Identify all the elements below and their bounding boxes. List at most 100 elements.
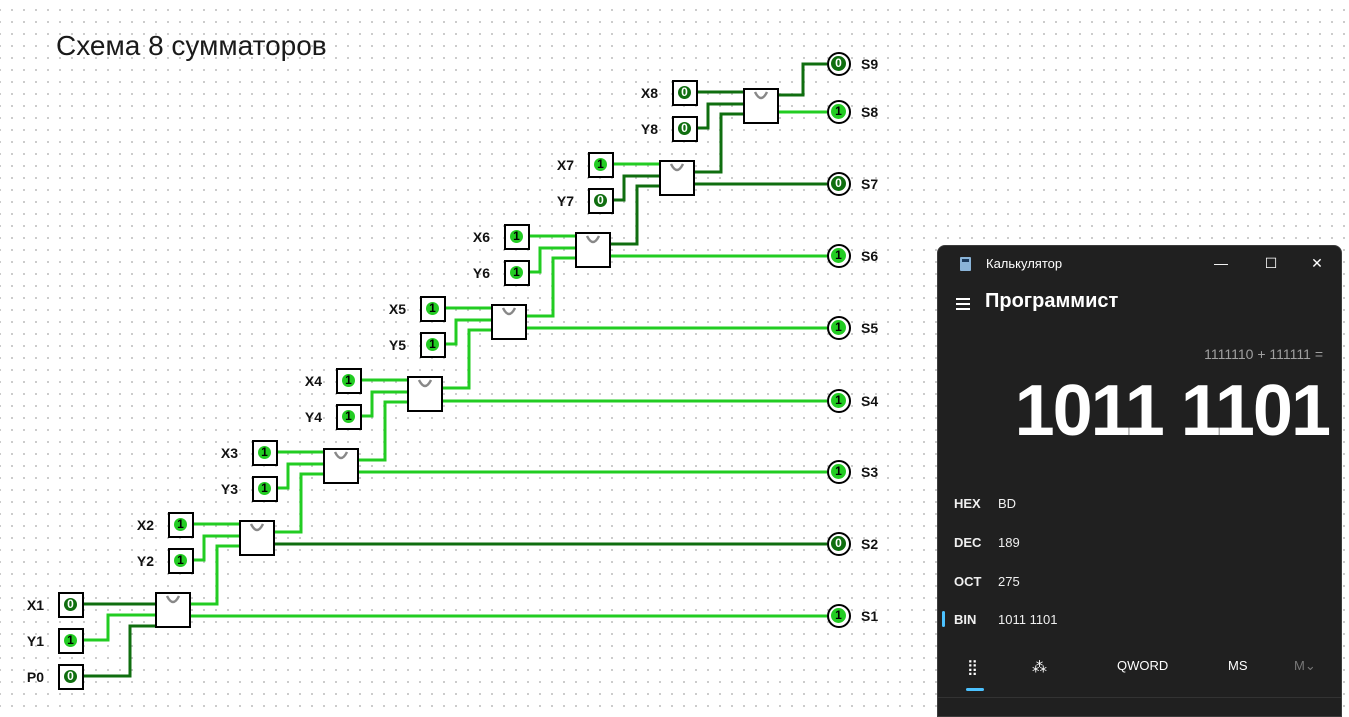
input-pin-y8[interactable]: 0	[672, 116, 698, 142]
input-pin-x4[interactable]: 1	[336, 368, 362, 394]
input-label-x1: X1	[26, 597, 44, 613]
wire-carry-4	[443, 328, 491, 390]
calculator-titlebar[interactable]: Калькулятор — ☐ ✕	[938, 246, 1341, 280]
output-led-s9: 0	[827, 52, 851, 76]
bin-row-label[interactable]: BIN	[954, 612, 977, 627]
memory-view-button[interactable]: M⌄	[1294, 658, 1316, 673]
word-size-button[interactable]: QWORD	[1117, 658, 1169, 673]
input-pin-x6[interactable]: 1	[504, 224, 530, 250]
input-label-x8: X8	[640, 85, 658, 101]
hex-row-label[interactable]: HEX	[954, 496, 981, 511]
input-pin-y6[interactable]: 1	[504, 260, 530, 286]
input-pin-y7[interactable]: 0	[588, 188, 614, 214]
oct-row-label[interactable]: OCT	[954, 574, 982, 589]
pin-value: 0	[64, 670, 77, 683]
close-button[interactable]: ✕	[1311, 255, 1323, 271]
adder-notch-icon	[333, 451, 349, 460]
adder-notch-icon	[669, 163, 685, 172]
output-label-s6: S6	[861, 248, 879, 264]
adder-notch-icon	[585, 235, 601, 244]
led-value: 0	[831, 536, 846, 551]
input-pin-y3[interactable]: 1	[252, 476, 278, 502]
output-label-s1: S1	[861, 608, 879, 624]
input-label-y8: Y8	[640, 121, 658, 137]
output-led-s5: 1	[827, 316, 851, 340]
wire-carry-6	[611, 184, 659, 246]
input-label-x2: X2	[136, 517, 154, 533]
input-pin-x5[interactable]: 1	[420, 296, 446, 322]
input-label-x3: X3	[220, 445, 238, 461]
input-pin-y1[interactable]: 1	[58, 628, 84, 654]
input-label-y6: Y6	[472, 265, 490, 281]
memory-store-button[interactable]: MS	[1228, 658, 1248, 673]
input-pin-x8[interactable]: 0	[672, 80, 698, 106]
window-title: Калькулятор	[986, 256, 1063, 271]
input-pin-y2[interactable]: 1	[168, 548, 194, 574]
input-pin-x3[interactable]: 1	[252, 440, 278, 466]
full-adder-2[interactable]	[239, 520, 275, 556]
wire-y5	[446, 318, 491, 346]
input-pin-y5[interactable]: 1	[420, 332, 446, 358]
output-led-s7: 0	[827, 172, 851, 196]
full-adder-6[interactable]	[575, 232, 611, 268]
output-led-s8: 1	[827, 100, 851, 124]
pin-value: 1	[174, 554, 187, 567]
wire-s9	[779, 62, 827, 97]
pin-value: 1	[258, 446, 271, 459]
adder-notch-icon	[501, 307, 517, 316]
oct-row-value: 275	[998, 574, 1020, 589]
pin-value: 1	[174, 518, 187, 531]
input-pin-y4[interactable]: 1	[336, 404, 362, 430]
input-label-y7: Y7	[556, 193, 574, 209]
pin-value: 1	[258, 482, 271, 495]
full-adder-8[interactable]	[743, 88, 779, 124]
full-adder-7[interactable]	[659, 160, 695, 196]
led-value: 1	[831, 320, 846, 335]
pin-value: 0	[678, 122, 691, 135]
output-led-s1: 1	[827, 604, 851, 628]
pin-value: 1	[426, 338, 439, 351]
dec-row-label[interactable]: DEC	[954, 535, 982, 550]
pin-value: 0	[64, 598, 77, 611]
wire-p0	[84, 624, 155, 678]
maximize-button[interactable]: ☐	[1264, 255, 1278, 271]
input-pin-p0[interactable]: 0	[58, 664, 84, 690]
full-adder-4[interactable]	[407, 376, 443, 412]
wire-carry-3	[359, 400, 407, 462]
input-pin-x2[interactable]: 1	[168, 512, 194, 538]
full-adder-5[interactable]	[491, 304, 527, 340]
bit-toggle-keypad-icon[interactable]: ⁂	[1032, 659, 1047, 676]
full-adder-1[interactable]	[155, 592, 191, 628]
led-value: 1	[831, 248, 846, 263]
led-value: 1	[831, 393, 846, 408]
led-value: 1	[831, 104, 846, 119]
input-pin-x7[interactable]: 1	[588, 152, 614, 178]
minimize-button[interactable]: —	[1214, 255, 1228, 271]
led-value: 0	[831, 56, 846, 71]
output-label-s4: S4	[861, 393, 879, 409]
calculator-window[interactable]: Калькулятор — ☐ ✕ Программист 1111110 + …	[937, 245, 1342, 717]
full-adder-3[interactable]	[323, 448, 359, 484]
wire-y3	[278, 462, 323, 490]
input-label-x4: X4	[304, 373, 322, 389]
input-label-y4: Y4	[304, 409, 322, 425]
circuit-title: Схема 8 сумматоров	[56, 30, 327, 61]
wire-y4	[362, 390, 407, 418]
dec-row-value: 189	[998, 535, 1020, 550]
full-keypad-icon[interactable]: ⣿	[967, 659, 978, 676]
wire-y1	[84, 613, 155, 642]
wire-y8	[698, 102, 743, 130]
input-pin-x1[interactable]: 0	[58, 592, 84, 618]
input-label-y2: Y2	[136, 553, 154, 569]
adder-notch-icon	[753, 91, 769, 100]
calculator-app-icon	[960, 257, 971, 271]
hamburger-menu-icon[interactable]	[956, 298, 970, 310]
toolbar-divider	[938, 697, 1341, 698]
led-value: 1	[831, 608, 846, 623]
active-row-indicator	[942, 611, 945, 627]
input-label-x6: X6	[472, 229, 490, 245]
pin-value: 1	[510, 230, 523, 243]
pin-value: 0	[594, 194, 607, 207]
wire-y6	[530, 246, 575, 274]
